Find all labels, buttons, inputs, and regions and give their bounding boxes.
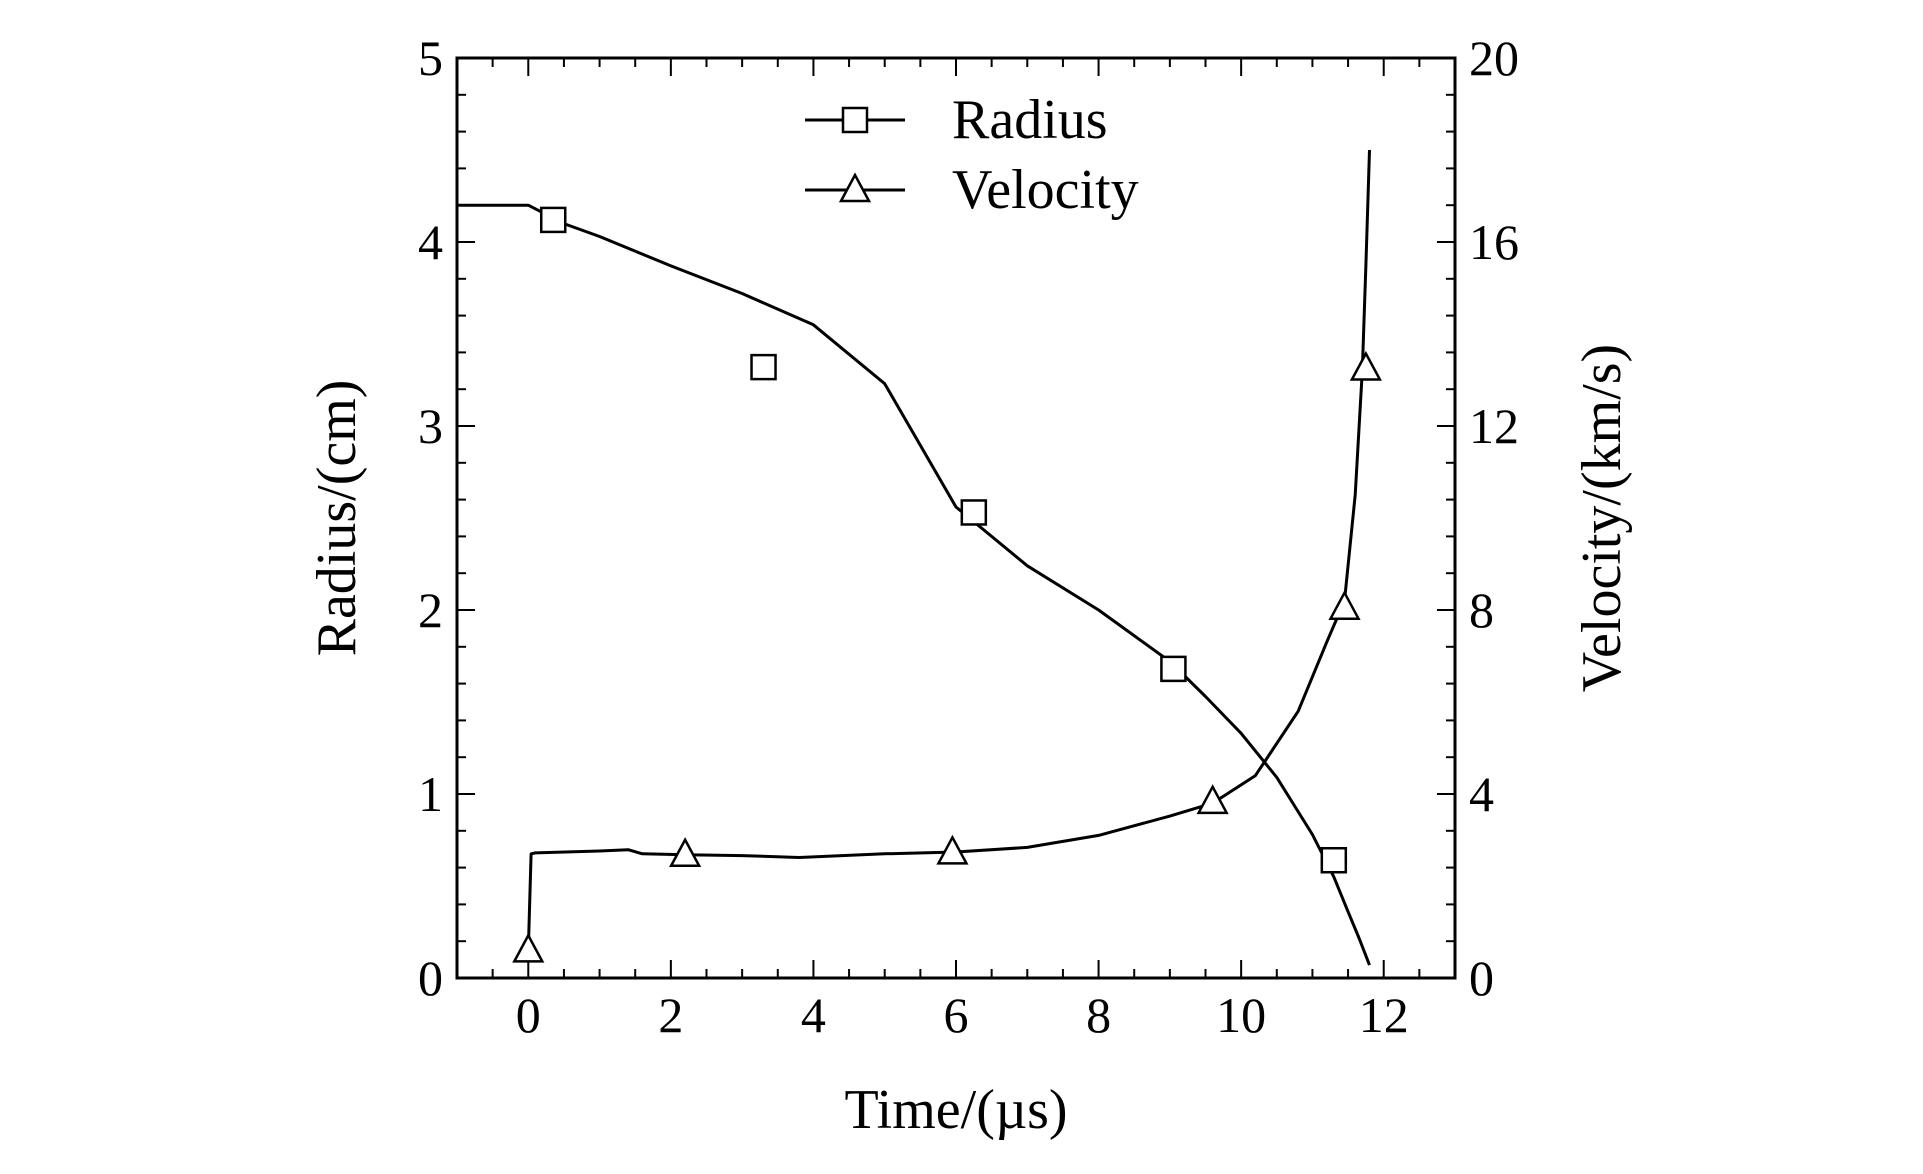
- legend-radius-marker: [841, 106, 869, 134]
- x-tick-label: 10: [1216, 987, 1266, 1043]
- y-tick-label: 0: [418, 950, 443, 1006]
- legend-velocity-label: Velocity: [952, 159, 1139, 221]
- y2-tick-label: 4: [1469, 766, 1494, 822]
- legend-radius-label: Radius: [952, 89, 1108, 151]
- y2-tick-label: 8: [1469, 582, 1494, 638]
- legend: Radius Velocity: [805, 89, 1139, 221]
- x-axis-label: Time/(µs): [844, 1079, 1067, 1141]
- x-tick-label: 4: [801, 987, 826, 1043]
- y2-tick-label: 12: [1469, 398, 1519, 454]
- y-tick-label: 5: [418, 30, 443, 86]
- radius-marker: [750, 353, 777, 381]
- x-tick-label: 0: [516, 987, 541, 1043]
- y2-tick-label: 16: [1469, 214, 1519, 270]
- marker-layer: [512, 206, 1382, 963]
- y-tick-label: 4: [418, 214, 443, 270]
- y2-tick-label: 20: [1469, 30, 1519, 86]
- y-tick-label: 2: [418, 582, 443, 638]
- velocity-marker: [669, 837, 702, 867]
- y2-axis-label: Velocity/(km/s): [1571, 344, 1633, 692]
- velocity-marker: [1196, 784, 1229, 815]
- velocity-marker: [1349, 350, 1382, 381]
- x-tick-label: 8: [1086, 987, 1111, 1043]
- radius-marker: [1320, 846, 1348, 874]
- label-layer: 0 2 4 6 8 10 12012345048121620Time/(µs)Radius/…: [306, 30, 1633, 1141]
- velocity-marker: [936, 834, 969, 865]
- y-tick-label: 3: [418, 398, 443, 454]
- y-axis-label: Radius/(cm): [306, 380, 368, 657]
- radius-marker: [539, 206, 567, 234]
- radius-marker: [960, 499, 988, 526]
- y2-tick-label: 0: [1469, 950, 1494, 1006]
- y-tick-label: 1: [418, 766, 443, 822]
- x-tick-label: 2: [658, 987, 683, 1043]
- velocity-marker: [1328, 590, 1361, 620]
- legend-velocity-marker: [838, 172, 872, 203]
- series-layer: [457, 149, 1371, 966]
- tick-layer: [455, 56, 1457, 980]
- velocity-line: [526, 149, 1371, 951]
- radius-marker: [1160, 655, 1187, 683]
- x-tick-label: 12: [1359, 987, 1409, 1043]
- velocity-marker: [512, 932, 545, 963]
- x-tick-label: 6: [944, 987, 969, 1043]
